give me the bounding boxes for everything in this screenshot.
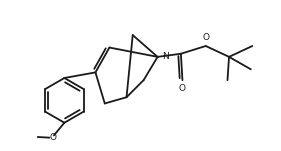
Text: N: N xyxy=(162,52,169,61)
Text: O: O xyxy=(179,84,186,93)
Text: O: O xyxy=(49,133,56,142)
Text: O: O xyxy=(202,33,209,42)
